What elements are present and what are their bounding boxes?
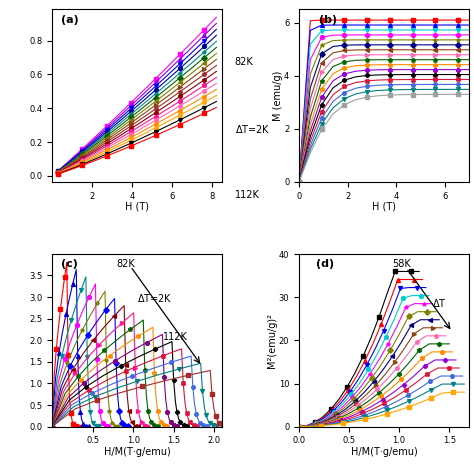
Y-axis label: M (emu/g): M (emu/g) — [273, 71, 283, 121]
X-axis label: H/M(T·g/emu): H/M(T·g/emu) — [351, 447, 418, 457]
X-axis label: H/M(T·g/emu): H/M(T·g/emu) — [104, 447, 171, 457]
Text: (c): (c) — [61, 259, 78, 269]
Text: 82K: 82K — [235, 57, 254, 67]
Text: (b): (b) — [319, 15, 337, 25]
Text: $\Delta$T: $\Delta$T — [432, 297, 447, 310]
X-axis label: H (T): H (T) — [372, 202, 396, 212]
Text: 58K: 58K — [392, 259, 411, 269]
Text: (d): (d) — [316, 259, 334, 269]
Text: (a): (a) — [61, 15, 78, 25]
Text: 82K: 82K — [117, 259, 136, 269]
Text: 112K: 112K — [235, 190, 259, 200]
Text: 112K: 112K — [163, 332, 188, 342]
Text: $\Delta$T=2K: $\Delta$T=2K — [137, 292, 173, 304]
Text: $\Delta$T=2K: $\Delta$T=2K — [235, 123, 270, 135]
Y-axis label: M²(emu/g)²: M²(emu/g)² — [267, 313, 277, 368]
X-axis label: H (T): H (T) — [125, 202, 149, 212]
